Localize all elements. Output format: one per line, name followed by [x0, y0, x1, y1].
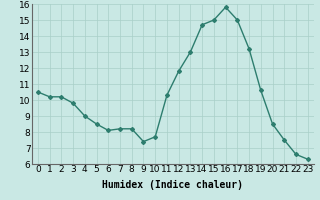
- X-axis label: Humidex (Indice chaleur): Humidex (Indice chaleur): [102, 180, 243, 190]
